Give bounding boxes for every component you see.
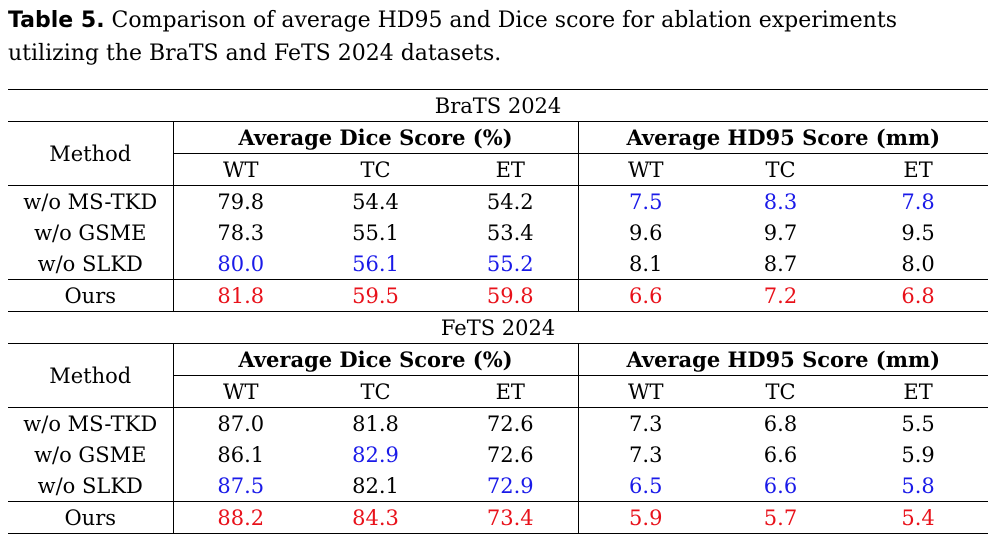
value-cell: 9.6 [629,220,663,245]
method-header: Method [8,343,174,408]
value-cell: 9.7 [763,220,798,245]
subheader-row: WT TC ET WT TC ET [8,153,988,186]
subheader-cell: ET [903,157,933,182]
caption-label: Table 5. [8,8,105,33]
value-cell: 5.5 [848,407,989,439]
subheader-cell: TC [765,379,796,404]
method-cell: w/o GSME [8,217,174,248]
value-cell: 53.4 [443,217,579,248]
subheader-cell: TC [360,157,391,182]
value-cell: 8.0 [901,251,935,276]
table-row: Ours 88.2 84.3 73.4 5.9 5.7 5.4 [8,501,989,534]
section-title: BraTS 2024 [8,89,989,122]
method-cell: w/o SLKD [8,248,174,280]
group-header-row: Method Average Dice Score (%) Average HD95… [8,343,989,408]
section-title: FeTS 2024 [8,311,989,344]
value-cell: 7.3 [578,407,713,439]
dice-group-header: Average Dice Score (%) [173,121,579,154]
method-cell: w/o SLKD [8,470,174,502]
table-row: w/o SLKD 80.0 56.1 55.2 8.1 8.7 8.0 [8,248,988,280]
subheader-cell: TC [360,379,391,404]
value-cell: 8.3 [713,185,848,217]
table-caption: Table 5. Comparison of average HD95 and … [8,4,993,70]
value-cell: 7.5 [578,185,713,217]
method-cell: w/o MS-TKD [8,407,174,439]
value-cell: 8.7 [763,251,798,276]
value-cell: 55.2 [443,248,579,280]
table-body: BraTS 2024 Method Average Dice Score (%) Av… [8,89,989,534]
subheader-cell: TC [765,157,796,182]
subheader-cell: ET [903,379,933,404]
value-cell: 6.6 [763,442,798,467]
caption-text: Comparison of average HD95 and Dice scor… [8,8,897,66]
table-row: w/o GSME 86.1 82.9 72.6 7.3 6.6 5.9 [8,439,988,470]
value-cell: 87.5 [217,473,265,498]
value-cell: 82.1 [352,473,399,498]
value-cell: 5.8 [901,473,935,498]
value-cell: 54.2 [443,185,579,217]
value-cell: 87.0 [173,407,308,439]
hd95-group-header: Average HD95 Score (mm) [578,343,989,376]
value-cell: 9.5 [901,220,935,245]
value-cell: 5.9 [901,442,935,467]
subheader-cell: WT [627,379,664,404]
method-cell: Ours [8,501,174,534]
value-cell: 78.3 [217,220,265,245]
subheader-cell: WT [627,157,664,182]
method-header: Method [8,121,174,186]
value-cell: 72.9 [443,470,579,502]
value-cell: 55.1 [352,220,399,245]
value-cell: 59.5 [308,279,443,312]
value-cell: 6.8 [713,407,848,439]
section-title-row: FeTS 2024 [8,311,989,344]
value-cell: 86.1 [217,442,265,467]
dice-group-header: Average Dice Score (%) [173,343,579,376]
value-cell: 80.0 [217,251,265,276]
value-cell: 6.5 [629,473,663,498]
table-row: w/o GSME 78.3 55.1 53.4 9.6 9.7 9.5 [8,217,988,248]
value-cell: 5.4 [848,501,989,534]
value-cell: 8.1 [629,251,663,276]
table-row: w/o SLKD 87.5 82.1 72.9 6.5 6.6 5.8 [8,470,988,502]
subheader-cell: ET [443,153,579,186]
subheader-row: WT TC ET WT TC ET [8,375,988,408]
subheader-cell: WT [222,157,259,182]
method-cell: Ours [8,279,174,312]
table-row: Ours 81.8 59.5 59.8 6.6 7.2 6.8 [8,279,989,312]
table-row: w/o MS-TKD 79.8 54.4 54.2 7.5 8.3 7.8 [8,185,989,217]
value-cell: 6.8 [848,279,989,312]
value-cell: 79.8 [173,185,308,217]
value-cell: 54.4 [308,185,443,217]
ablation-table: BraTS 2024 Method Average Dice Score (%) Av… [8,89,989,534]
value-cell: 73.4 [443,501,579,534]
value-cell: 72.6 [443,439,579,470]
hd95-group-header: Average HD95 Score (mm) [578,121,989,154]
value-cell: 5.9 [578,501,713,534]
subheader-cell: ET [443,375,579,408]
value-cell: 6.6 [578,279,713,312]
method-cell: w/o GSME [8,439,174,470]
table-row: w/o MS-TKD 87.0 81.8 72.6 7.3 6.8 5.5 [8,407,989,439]
value-cell: 82.9 [352,442,399,467]
value-cell: 81.8 [308,407,443,439]
group-header-row: Method Average Dice Score (%) Average HD95… [8,121,989,186]
value-cell: 6.6 [763,473,798,498]
value-cell: 72.6 [443,407,579,439]
value-cell: 81.8 [173,279,308,312]
value-cell: 56.1 [352,251,399,276]
value-cell: 5.7 [713,501,848,534]
method-cell: w/o MS-TKD [8,185,174,217]
subheader-cell: WT [222,379,259,404]
value-cell: 7.3 [629,442,663,467]
value-cell: 88.2 [173,501,308,534]
value-cell: 7.2 [713,279,848,312]
value-cell: 84.3 [308,501,443,534]
value-cell: 59.8 [443,279,579,312]
value-cell: 7.8 [848,185,989,217]
section-title-row: BraTS 2024 [8,89,989,122]
